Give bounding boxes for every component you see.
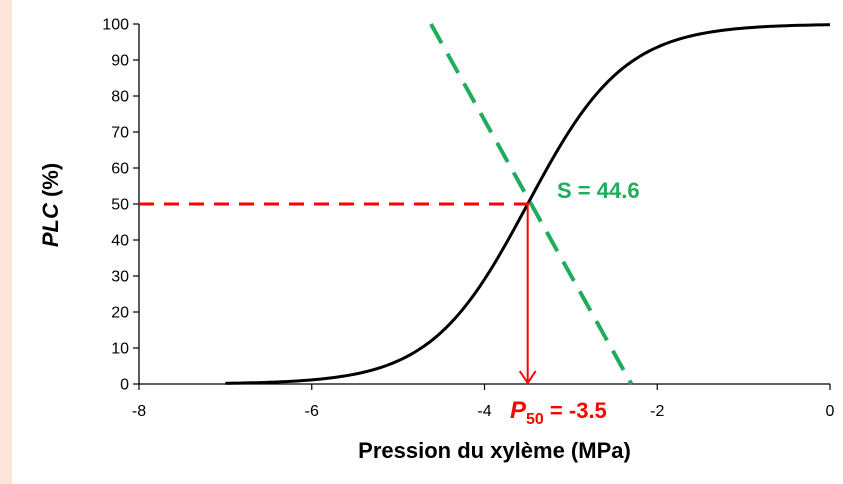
- y-tick-label: 70: [111, 125, 129, 142]
- y-tick-label: 40: [111, 233, 129, 250]
- x-tick-label: 0: [826, 403, 835, 420]
- slope-label: S = 44.6: [557, 178, 640, 203]
- y-tick-label: 60: [111, 161, 129, 178]
- y-tick-label: 50: [111, 197, 129, 214]
- x-tick-label: -8: [132, 403, 146, 420]
- y-tick-label: 20: [111, 305, 129, 322]
- x-tick-label: -6: [305, 403, 319, 420]
- y-tick-label: 30: [111, 269, 129, 286]
- chart-panel: 0 10 20 30 40 50 60 70 80 90 100 -8 -6 -4 -2 0 S = 44.…: [12, 0, 843, 484]
- arrow-head-icon: [518, 370, 537, 385]
- y-tick-label: 80: [111, 89, 129, 106]
- y-ticks: 0 10 20 30 40 50 60 70 80 90 100: [102, 17, 139, 394]
- y-axis-title: PLC (%): [38, 163, 63, 247]
- plc-chart: 0 10 20 30 40 50 60 70 80 90 100 -8 -6 -4 -2 0 S = 44.…: [38, 17, 835, 464]
- y-tick-label: 100: [102, 17, 129, 34]
- x-axis-title: Pression du xylème (MPa): [358, 438, 631, 463]
- annotations: S = 44.6 P50 = -3.5: [139, 178, 640, 428]
- x-tick-label: -4: [477, 403, 491, 420]
- p50-value: = -3.5: [544, 398, 607, 423]
- y-axis-title-italic: PLC: [38, 202, 63, 247]
- y-tick-label: 10: [111, 341, 129, 358]
- slope-tangent-line: [429, 23, 634, 385]
- x-ticks: -8 -6 -4 -2 0: [132, 384, 835, 420]
- x-tick-label: -2: [650, 403, 664, 420]
- p50-letter: P: [510, 397, 527, 424]
- y-tick-label: 90: [111, 53, 129, 70]
- p50-label: P50 = -3.5: [510, 397, 607, 428]
- y-tick-label: 0: [120, 377, 129, 394]
- p50-subscript: 50: [526, 411, 544, 428]
- y-axis-title-unit: (%): [38, 163, 63, 203]
